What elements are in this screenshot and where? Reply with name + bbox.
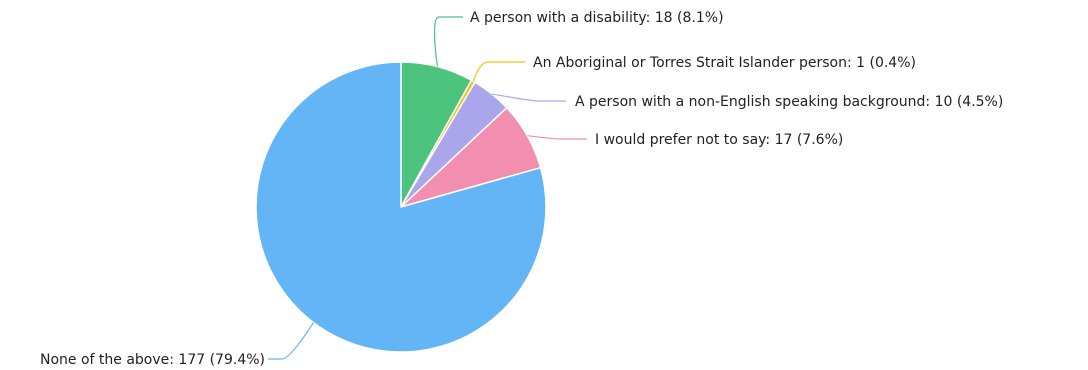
slice-label-4: I would prefer not to say: 17 (7.6%) <box>595 132 843 148</box>
slice-label-5: None of the above: 177 (79.4%) <box>40 352 265 368</box>
leader-line-4 <box>527 135 587 140</box>
pie-slice-5 <box>255 61 547 353</box>
slice-label-1: A person with a disability: 18 (8.1%) <box>470 10 724 26</box>
leader-line-3 <box>491 93 566 102</box>
slice-label-3: A person with a non-English speaking bac… <box>575 94 1003 110</box>
leader-line-5 <box>268 322 314 360</box>
leader-line-1 <box>433 16 463 67</box>
leader-line-2 <box>472 61 525 82</box>
slice-label-2: An Aboriginal or Torres Strait Islander … <box>533 55 916 71</box>
